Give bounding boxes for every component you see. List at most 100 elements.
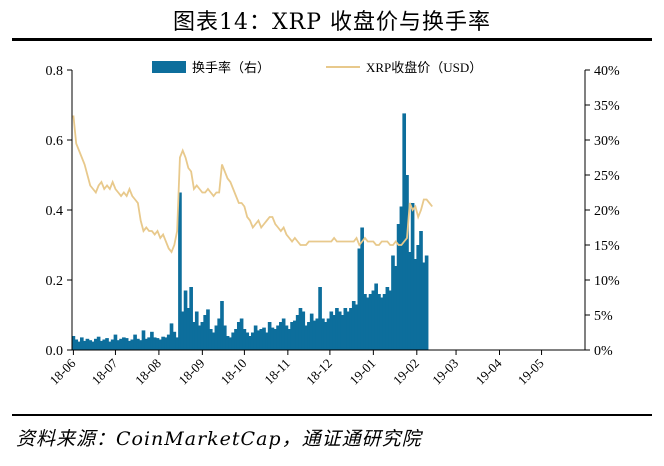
turnover-bar	[335, 308, 339, 350]
turnover-bar	[166, 334, 171, 350]
turnover-bar	[206, 309, 210, 350]
turnover-bar	[262, 327, 266, 350]
turnover-bar	[391, 255, 395, 350]
turnover-bar	[136, 338, 140, 350]
y-right-tick-label: 40%	[594, 64, 620, 79]
legend: 换手率（右） XRP收盘价（USD）	[152, 60, 482, 75]
turnover-bar	[349, 308, 353, 350]
turnover-bar	[141, 330, 146, 350]
turnover-bar	[340, 315, 345, 350]
turnover-bar	[94, 338, 98, 350]
turnover-bar	[102, 339, 107, 350]
turnover-bar	[287, 329, 292, 350]
turnover-bar	[110, 339, 115, 350]
y-right-tick-label: 30%	[594, 134, 620, 149]
x-tick-label: 18-07	[89, 355, 121, 387]
turnover-bar	[298, 308, 303, 350]
y-left-tick-label: 0.8	[46, 64, 64, 79]
turnover-bar	[116, 340, 121, 350]
turnover-bar	[91, 341, 95, 350]
turnover-bar	[119, 338, 123, 350]
turnover-bar	[276, 325, 280, 350]
turnover-bar	[265, 332, 269, 350]
turnover-bar	[122, 337, 126, 350]
turnover-bar	[385, 287, 390, 350]
x-tick-label: 19-02	[390, 356, 422, 388]
turnover-bar	[211, 332, 216, 350]
turnover-bar	[200, 322, 205, 350]
turnover-bar	[138, 340, 143, 350]
turnover-bar	[144, 338, 149, 350]
y-right-tick-label: 15%	[594, 239, 620, 254]
y-right-tick-label: 25%	[594, 169, 620, 184]
turnover-bar	[214, 325, 219, 350]
turnover-bar	[178, 192, 182, 350]
y-right-tick-label: 35%	[594, 99, 620, 114]
turnover-bar	[279, 322, 283, 350]
turnover-bar	[228, 337, 233, 350]
turnover-bar	[208, 329, 213, 350]
turnover-bar	[203, 315, 207, 350]
turnover-bar	[158, 339, 163, 350]
turnover-bar	[321, 318, 325, 350]
turnover-bar	[147, 337, 151, 350]
turnover-bar	[396, 224, 401, 350]
turnover-bar	[354, 304, 359, 350]
turnover-bar	[105, 338, 109, 350]
turnover-bar	[307, 322, 311, 350]
turnover-bar	[180, 311, 185, 350]
turnover-bar	[329, 311, 334, 350]
turnover-bar	[405, 175, 409, 350]
turnover-bar	[161, 336, 165, 350]
turnover-bar	[113, 334, 118, 350]
turnover-bar	[290, 322, 294, 350]
turnover-bar	[77, 341, 81, 350]
x-tick-label: 18-12	[303, 356, 335, 388]
turnover-bar	[79, 337, 84, 350]
turnover-bar	[256, 330, 261, 350]
y-left-tick-label: 0.6	[46, 134, 64, 149]
turnover-bar	[402, 113, 407, 351]
x-tick-label: 18-08	[132, 356, 164, 388]
price-line	[72, 115, 433, 254]
bottom-rule	[12, 414, 652, 416]
turnover-bar	[155, 338, 160, 350]
turnover-bar	[133, 334, 137, 350]
turnover-bar	[357, 248, 362, 350]
turnover-bar	[351, 301, 356, 350]
y-right-tick-label: 5%	[594, 309, 613, 324]
turnover-bar	[164, 337, 168, 350]
turnover-bar	[150, 331, 154, 350]
turnover-bar	[382, 294, 387, 350]
source-note: 资料来源：CoinMarketCap，通证通研究院	[16, 428, 422, 450]
turnover-bar	[374, 283, 378, 350]
y-left-tick-label: 0.2	[46, 274, 64, 289]
turnover-bar	[419, 231, 423, 350]
legend-label-turnover: 换手率（右）	[192, 60, 270, 75]
x-tick-label: 19-04	[473, 355, 505, 387]
turnover-bar	[360, 227, 364, 350]
turnover-bar	[407, 252, 412, 350]
turnover-bars	[71, 113, 429, 351]
x-tick-label: 18-06	[46, 355, 78, 387]
turnover-bar	[413, 259, 418, 350]
turnover-bar	[312, 320, 317, 350]
turnover-bar	[416, 245, 421, 350]
turnover-bar	[192, 322, 196, 350]
turnover-bar	[267, 322, 272, 350]
turnover-bar	[346, 311, 350, 350]
y-left-tick-label: 0.4	[46, 204, 64, 219]
turnover-bar	[421, 262, 426, 350]
turnover-bar	[108, 341, 112, 350]
turnover-bar	[371, 290, 376, 350]
turnover-bar	[152, 337, 157, 350]
turnover-bar	[343, 308, 348, 350]
turnover-bar	[379, 297, 384, 350]
turnover-bar	[326, 318, 331, 350]
turnover-bar	[295, 315, 300, 350]
turnover-bar	[186, 308, 191, 350]
turnover-bar	[172, 331, 177, 350]
turnover-bar	[424, 255, 429, 350]
turnover-bar	[410, 203, 415, 350]
